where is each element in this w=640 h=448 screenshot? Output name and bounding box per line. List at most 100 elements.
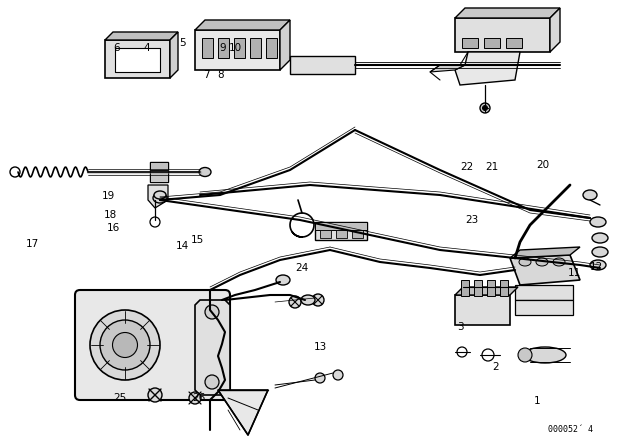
Polygon shape bbox=[455, 18, 550, 52]
Text: 7: 7 bbox=[203, 70, 209, 80]
Bar bbox=[266, 38, 277, 58]
Bar bbox=[506, 38, 522, 48]
Ellipse shape bbox=[205, 305, 219, 319]
Bar bbox=[515, 300, 573, 315]
Ellipse shape bbox=[482, 349, 494, 361]
Bar bbox=[461, 280, 469, 296]
Bar bbox=[202, 38, 213, 58]
Polygon shape bbox=[148, 185, 168, 208]
Ellipse shape bbox=[592, 247, 608, 257]
Polygon shape bbox=[105, 40, 170, 78]
Bar bbox=[315, 222, 367, 240]
Ellipse shape bbox=[519, 258, 531, 266]
Ellipse shape bbox=[301, 295, 315, 305]
Bar bbox=[320, 230, 331, 238]
Text: 23: 23 bbox=[466, 215, 479, 225]
Polygon shape bbox=[218, 390, 268, 435]
Ellipse shape bbox=[154, 191, 166, 199]
Text: 16: 16 bbox=[108, 224, 120, 233]
Text: 19: 19 bbox=[102, 191, 115, 201]
Bar bbox=[487, 280, 495, 296]
Text: 11: 11 bbox=[568, 268, 581, 278]
Ellipse shape bbox=[524, 347, 566, 363]
Polygon shape bbox=[280, 20, 290, 70]
Text: 000052´ 4: 000052´ 4 bbox=[547, 426, 593, 435]
Bar bbox=[150, 162, 168, 170]
Ellipse shape bbox=[315, 373, 325, 383]
Bar bbox=[474, 280, 482, 296]
Ellipse shape bbox=[113, 332, 138, 358]
Text: 5: 5 bbox=[179, 38, 186, 47]
Text: 4: 4 bbox=[144, 43, 150, 53]
Text: 14: 14 bbox=[176, 241, 189, 250]
Ellipse shape bbox=[590, 217, 606, 227]
Text: 25: 25 bbox=[114, 393, 127, 403]
Ellipse shape bbox=[276, 275, 290, 285]
Polygon shape bbox=[455, 295, 510, 325]
Ellipse shape bbox=[518, 348, 532, 362]
Bar bbox=[115, 62, 160, 72]
Polygon shape bbox=[170, 32, 178, 78]
Bar bbox=[290, 56, 355, 74]
Ellipse shape bbox=[583, 190, 597, 200]
Polygon shape bbox=[430, 65, 465, 72]
Text: 24: 24 bbox=[296, 263, 308, 273]
Bar bbox=[150, 162, 168, 182]
Text: 2: 2 bbox=[493, 362, 499, 372]
Text: 12: 12 bbox=[590, 262, 603, 271]
Ellipse shape bbox=[592, 233, 608, 243]
Ellipse shape bbox=[480, 103, 490, 113]
Text: 10: 10 bbox=[229, 43, 242, 53]
Bar bbox=[218, 38, 229, 58]
Text: 18: 18 bbox=[104, 210, 116, 220]
Bar bbox=[352, 230, 363, 238]
Text: 9: 9 bbox=[220, 43, 226, 53]
Text: 20: 20 bbox=[536, 160, 549, 170]
Bar bbox=[234, 38, 245, 58]
Polygon shape bbox=[455, 8, 560, 18]
Text: 17: 17 bbox=[26, 239, 38, 249]
Bar bbox=[250, 38, 261, 58]
Ellipse shape bbox=[189, 392, 201, 404]
Bar bbox=[115, 48, 160, 72]
FancyBboxPatch shape bbox=[75, 290, 230, 400]
Bar bbox=[315, 222, 367, 230]
Bar bbox=[462, 38, 478, 48]
Ellipse shape bbox=[333, 370, 343, 380]
Text: 15: 15 bbox=[191, 235, 204, 245]
Ellipse shape bbox=[10, 167, 20, 177]
Text: 3: 3 bbox=[458, 322, 464, 332]
Ellipse shape bbox=[553, 258, 565, 266]
Polygon shape bbox=[195, 300, 230, 395]
Polygon shape bbox=[195, 30, 280, 70]
Text: 26: 26 bbox=[192, 393, 205, 403]
Text: 8: 8 bbox=[218, 70, 224, 80]
Bar bbox=[484, 38, 500, 48]
Polygon shape bbox=[455, 52, 520, 85]
Bar bbox=[336, 230, 347, 238]
Ellipse shape bbox=[100, 320, 150, 370]
Polygon shape bbox=[455, 287, 518, 295]
Bar bbox=[500, 280, 508, 296]
Polygon shape bbox=[550, 8, 560, 52]
Polygon shape bbox=[510, 255, 580, 285]
Ellipse shape bbox=[312, 294, 324, 306]
Ellipse shape bbox=[148, 388, 162, 402]
Polygon shape bbox=[195, 20, 290, 30]
Ellipse shape bbox=[199, 168, 211, 177]
Ellipse shape bbox=[590, 260, 606, 270]
Bar bbox=[115, 48, 160, 58]
Bar bbox=[515, 285, 573, 300]
Ellipse shape bbox=[289, 296, 301, 308]
Ellipse shape bbox=[153, 193, 167, 203]
Text: 6: 6 bbox=[113, 43, 120, 53]
Bar bbox=[150, 170, 168, 182]
Ellipse shape bbox=[150, 217, 160, 227]
Ellipse shape bbox=[90, 310, 160, 380]
Ellipse shape bbox=[457, 347, 467, 357]
Text: 1: 1 bbox=[534, 396, 541, 406]
Ellipse shape bbox=[205, 375, 219, 389]
Text: 13: 13 bbox=[314, 342, 326, 352]
Text: 21: 21 bbox=[485, 162, 498, 172]
Ellipse shape bbox=[483, 105, 488, 111]
